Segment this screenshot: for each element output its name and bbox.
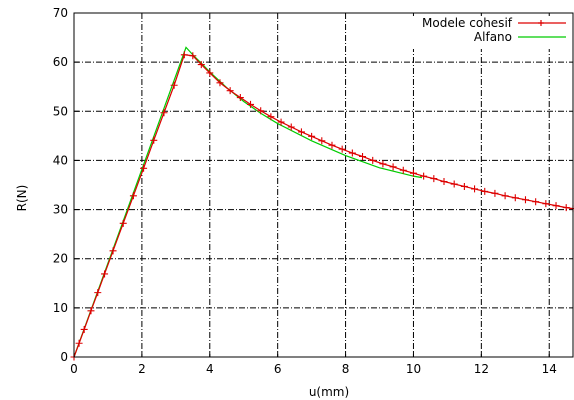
data-point-modele-cohesif: [338, 145, 346, 153]
series-layer: [70, 46, 574, 361]
plot-area-frame: [73, 12, 574, 358]
axis-ticks: 0 2 4 6 8 10 12 14 0 10 20 30 40 50 60 70: [53, 6, 557, 376]
legend-label-modele-cohesif: Modele cohesif: [422, 16, 513, 30]
data-point-modele-cohesif: [542, 200, 550, 208]
data-point-modele-cohesif: [481, 187, 489, 195]
y-tick-label: 10: [53, 301, 68, 315]
x-tick-label: 10: [406, 362, 421, 376]
data-point-modele-cohesif: [109, 247, 117, 255]
data-point-modele-cohesif: [129, 192, 137, 200]
legend-label-alfano: Alfano: [474, 30, 512, 44]
data-point-modele-cohesif: [379, 160, 387, 168]
x-tick-label: 8: [342, 362, 350, 376]
y-axis-label: R(N): [15, 185, 29, 212]
x-tick-label: 6: [274, 362, 282, 376]
data-point-modele-cohesif: [180, 51, 188, 59]
data-point-modele-cohesif: [140, 164, 148, 172]
data-point-modele-cohesif: [94, 289, 102, 297]
series-line-modele-cohesif: [73, 54, 574, 358]
x-axis-label: u(mm): [309, 385, 349, 399]
data-point-modele-cohesif: [287, 123, 295, 131]
y-tick-label: 30: [53, 203, 68, 217]
x-tick-label: 14: [542, 362, 557, 376]
data-point-modele-cohesif: [389, 163, 397, 171]
data-point-modele-cohesif: [491, 189, 499, 197]
data-point-modele-cohesif: [247, 100, 255, 108]
y-tick-label: 60: [53, 55, 68, 69]
data-point-modele-cohesif: [257, 107, 265, 115]
y-tick-label: 0: [60, 350, 68, 364]
data-point-modele-cohesif: [399, 166, 407, 174]
data-point-modele-cohesif: [308, 132, 316, 140]
data-point-modele-cohesif: [318, 137, 326, 145]
data-point-modele-cohesif: [409, 169, 417, 177]
legend-marker-modele-cohesif: [538, 20, 544, 26]
x-tick-label: 12: [474, 362, 489, 376]
data-point-modele-cohesif: [226, 87, 234, 95]
data-point-modele-cohesif: [80, 325, 88, 333]
data-point-modele-cohesif: [348, 149, 356, 157]
data-point-modele-cohesif: [87, 307, 95, 315]
data-point-modele-cohesif: [101, 270, 109, 278]
grid: [74, 13, 573, 357]
data-point-modele-cohesif: [420, 172, 428, 180]
data-point-modele-cohesif: [75, 339, 83, 347]
data-point-modele-cohesif: [160, 109, 168, 117]
data-point-modele-cohesif: [119, 219, 127, 227]
y-tick-label: 20: [53, 252, 68, 266]
data-point-modele-cohesif: [170, 81, 178, 89]
data-point-modele-cohesif: [440, 178, 448, 186]
data-point-modele-cohesif: [297, 128, 305, 136]
data-point-modele-cohesif: [150, 136, 158, 144]
legend: Modele cohesif Alfano: [410, 16, 572, 49]
data-point-modele-cohesif: [206, 69, 214, 77]
data-point-modele-cohesif: [460, 182, 468, 190]
y-tick-label: 50: [53, 104, 68, 118]
series-line-alfano: [73, 46, 423, 358]
data-point-modele-cohesif: [532, 198, 540, 206]
data-point-modele-cohesif: [267, 113, 275, 121]
data-point-modele-cohesif: [277, 118, 285, 126]
y-tick-label: 40: [53, 153, 68, 167]
data-point-modele-cohesif: [511, 194, 519, 202]
data-point-modele-cohesif: [471, 185, 479, 193]
y-tick-label: 70: [53, 6, 68, 20]
data-point-modele-cohesif: [562, 204, 570, 212]
legend-background: [410, 16, 572, 49]
x-tick-label: 4: [206, 362, 214, 376]
data-point-modele-cohesif: [359, 152, 367, 160]
data-point-modele-cohesif: [369, 156, 377, 164]
data-point-modele-cohesif: [430, 175, 438, 183]
data-point-modele-cohesif: [552, 202, 560, 210]
data-point-modele-cohesif: [328, 141, 336, 149]
data-point-modele-cohesif: [197, 61, 205, 69]
data-point-modele-cohesif: [501, 192, 509, 200]
data-point-modele-cohesif: [450, 180, 458, 188]
data-point-modele-cohesif: [236, 94, 244, 102]
x-tick-label: 0: [70, 362, 78, 376]
data-point-modele-cohesif: [189, 52, 197, 60]
x-tick-label: 2: [138, 362, 146, 376]
data-point-modele-cohesif: [521, 196, 529, 204]
data-point-modele-cohesif: [216, 79, 224, 87]
